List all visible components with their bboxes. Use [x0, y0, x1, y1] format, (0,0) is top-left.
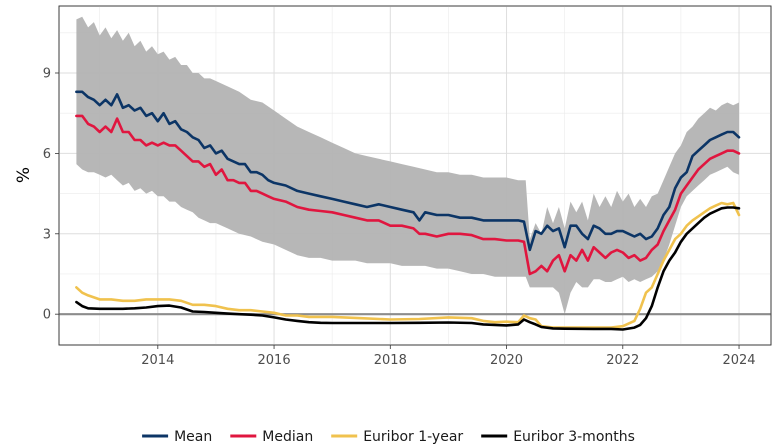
x-tick-label: 2014 — [141, 353, 174, 368]
y-tick-label: 3 — [43, 227, 51, 242]
x-tick-label: 2018 — [374, 353, 407, 368]
legend: Mean Median Euribor 1-year Euribor 3-months — [142, 429, 635, 445]
x-tick-label: 2020 — [490, 353, 523, 368]
series-layer — [75, 90, 741, 331]
plot-border — [58, 5, 772, 346]
series-line-euribor-3-months — [75, 206, 741, 331]
series-line-median — [75, 114, 741, 276]
series-line-euribor-1-year — [75, 201, 741, 329]
y-axis-title: % — [14, 167, 34, 183]
y-tick-label: 6 — [43, 147, 51, 162]
legend-item-euribor-3-months: Euribor 3-months — [481, 429, 635, 445]
legend-label: Euribor 1-year — [363, 429, 463, 445]
y-axis: 0 3 6 9 — [43, 66, 59, 323]
x-tick-label: 2022 — [606, 353, 639, 368]
y-tick-label: 0 — [43, 308, 51, 323]
legend-label: Euribor 3-months — [513, 429, 635, 445]
y-tick-label: 9 — [43, 66, 51, 81]
series-line-mean — [75, 90, 741, 252]
band-layer — [76, 16, 739, 315]
x-axis: 2014 2016 2018 2020 2022 2024 — [141, 345, 756, 368]
x-tick-label: 2024 — [722, 353, 755, 368]
x-tick-label: 2016 — [258, 353, 291, 368]
legend-label: Median — [262, 429, 313, 445]
legend-item-euribor-1-year: Euribor 1-year — [331, 429, 463, 445]
range-band — [76, 16, 739, 315]
legend-item-mean: Mean — [142, 429, 212, 445]
legend-label: Mean — [174, 429, 212, 445]
legend-item-median: Median — [230, 429, 313, 445]
